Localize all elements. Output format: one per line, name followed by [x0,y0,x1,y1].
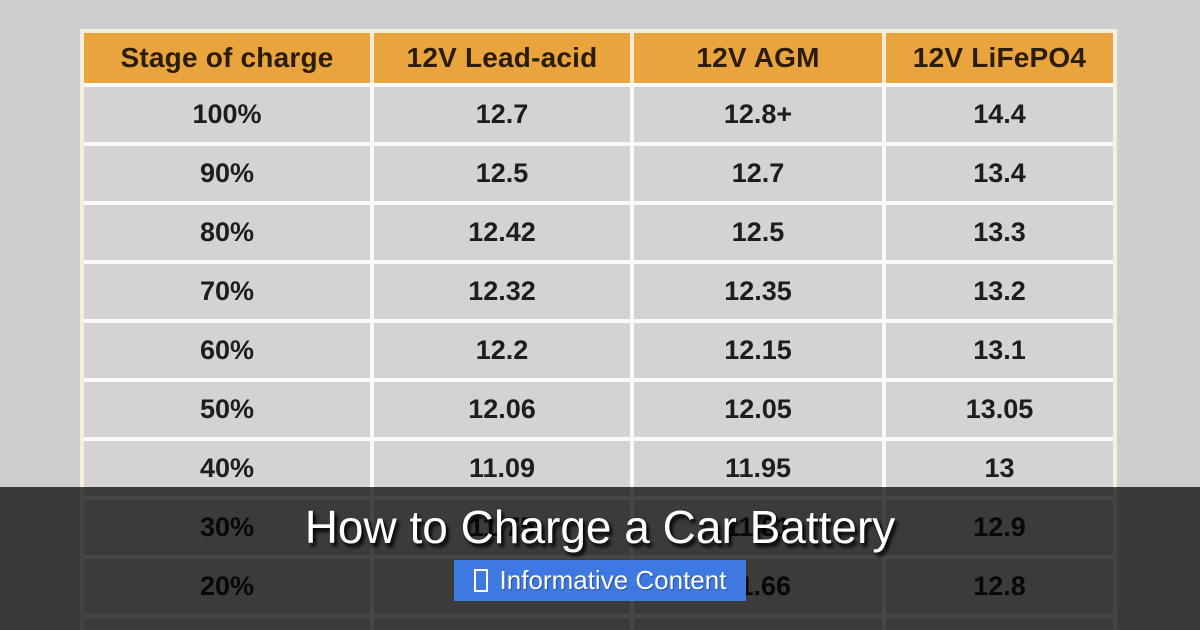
badge-label: Informative Content [499,565,727,595]
table-cell: 13.3 [886,205,1113,260]
table-cell: 13.05 [886,382,1113,437]
table-cell: 12.15 [634,323,882,378]
title-overlay: How to Charge a Car Battery Informative … [0,487,1200,630]
table-cell: 12.35 [634,264,882,319]
table-cell: 12.05 [634,382,882,437]
table-cell: 14.4 [886,87,1113,142]
table-cell: 40% [84,441,370,496]
table-cell: 12.06 [374,382,630,437]
table-cell: 60% [84,323,370,378]
header-cell-agm: 12V AGM [634,33,882,83]
header-cell-lead-acid: 12V Lead-acid [374,33,630,83]
table-cell: 13 [886,441,1113,496]
table-cell: 12.2 [374,323,630,378]
table-cell: 80% [84,205,370,260]
table-cell: 13.1 [886,323,1113,378]
table-header-row: Stage of charge 12V Lead-acid 12V AGM 12… [84,33,1113,83]
informative-content-badge: Informative Content [453,560,747,601]
table-cell: 12.7 [634,146,882,201]
missing-glyph-icon [473,568,488,592]
table-cell: 13.4 [886,146,1113,201]
table-cell: 12.42 [374,205,630,260]
table-cell: 12.7 [374,87,630,142]
table-cell: 13.2 [886,264,1113,319]
table-cell: 100% [84,87,370,142]
table-cell: 12.8+ [634,87,882,142]
table-cell: 12.5 [634,205,882,260]
page-title: How to Charge a Car Battery [304,501,896,553]
table-cell: 90% [84,146,370,201]
table-cell: 11.09 [374,441,630,496]
header-cell-lifepo4: 12V LiFePO4 [886,33,1113,83]
table-cell: 70% [84,264,370,319]
table-cell: 12.32 [374,264,630,319]
table-cell: 11.95 [634,441,882,496]
table-cell: 12.5 [374,146,630,201]
header-cell-stage-of-charge: Stage of charge [84,33,370,83]
table-cell: 50% [84,382,370,437]
